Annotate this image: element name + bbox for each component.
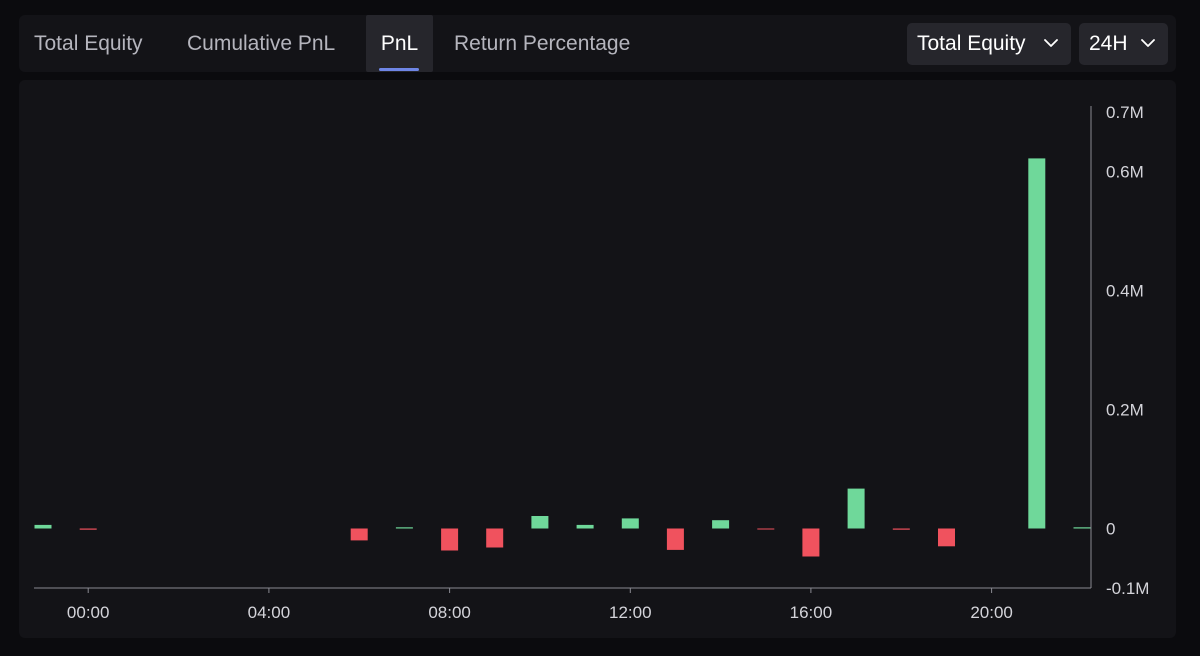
pnl-bar bbox=[666, 528, 684, 550]
y-tick-label: 0 bbox=[1106, 520, 1115, 539]
pnl-bar-chart: 0.7M 0.6M 0.4M 0.2M 0 -0.1M 00:00 04:00 08:00 12… bbox=[34, 103, 1149, 622]
pnl-bar bbox=[938, 528, 955, 547]
y-tick-label: -0.1M bbox=[1106, 579, 1149, 598]
tab-pnl[interactable]: PnL bbox=[366, 15, 433, 72]
chevron-down-icon bbox=[1141, 39, 1155, 47]
metric-dropdown-value: Total Equity bbox=[917, 32, 1026, 55]
metric-dropdown[interactable]: Total Equity bbox=[907, 23, 1071, 65]
x-tick-label: 08:00 bbox=[428, 603, 471, 622]
bar-group bbox=[34, 158, 1091, 557]
pnl-bar bbox=[1028, 158, 1046, 529]
y-tick-label: 0.7M bbox=[1106, 103, 1144, 122]
x-tick-label: 04:00 bbox=[248, 603, 291, 622]
pnl-chart-panel: 0.7M 0.6M 0.4M 0.2M 0 -0.1M 00:00 04:00 08:00 12… bbox=[19, 80, 1176, 638]
y-tick-label: 0.6M bbox=[1106, 163, 1144, 182]
tab-return-percentage[interactable]: Return Percentage bbox=[454, 32, 631, 55]
x-axis-ticks: 00:00 04:00 08:00 12:00 16:00 20:00 bbox=[67, 588, 1013, 622]
pnl-bar bbox=[1073, 527, 1091, 529]
pnl-bar bbox=[892, 528, 910, 530]
active-tab-indicator bbox=[379, 68, 419, 71]
pnl-bar bbox=[486, 528, 504, 548]
pnl-bar bbox=[79, 528, 97, 530]
y-tick-label: 0.2M bbox=[1106, 401, 1144, 420]
pnl-bar bbox=[34, 524, 52, 529]
pnl-bar bbox=[395, 527, 413, 529]
x-tick-label: 20:00 bbox=[970, 603, 1013, 622]
y-axis-ticks: 0.7M 0.6M 0.4M 0.2M 0 -0.1M bbox=[1106, 103, 1149, 598]
x-tick-label: 16:00 bbox=[790, 603, 833, 622]
time-range-dropdown-value: 24H bbox=[1089, 32, 1128, 55]
y-tick-label: 0.4M bbox=[1106, 282, 1144, 301]
chevron-down-icon bbox=[1044, 39, 1058, 47]
pnl-bar bbox=[802, 528, 820, 557]
tab-pnl-label: PnL bbox=[380, 32, 419, 55]
x-tick-label: 00:00 bbox=[67, 603, 110, 622]
pnl-bar bbox=[712, 520, 730, 529]
pnl-bar bbox=[621, 518, 639, 529]
tab-cumulative-pnl[interactable]: Cumulative PnL bbox=[187, 32, 336, 55]
pnl-bar bbox=[441, 528, 459, 551]
pnl-bar bbox=[847, 488, 865, 529]
pnl-bar bbox=[757, 528, 775, 530]
pnl-bar bbox=[576, 524, 594, 529]
time-range-dropdown[interactable]: 24H bbox=[1079, 23, 1168, 65]
tab-total-equity[interactable]: Total Equity bbox=[34, 32, 143, 55]
chart-tab-bar: Total Equity Cumulative PnL PnL Return P… bbox=[19, 15, 1176, 72]
pnl-bar bbox=[350, 528, 368, 541]
x-tick-label: 12:00 bbox=[609, 603, 652, 622]
pnl-bar bbox=[531, 516, 549, 529]
